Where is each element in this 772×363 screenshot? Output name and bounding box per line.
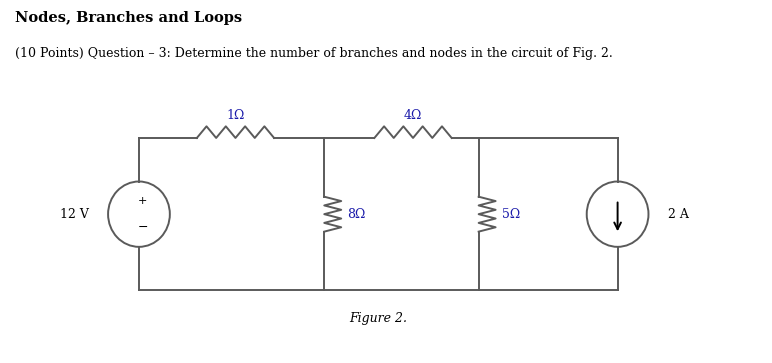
Text: −: − <box>137 221 148 234</box>
Text: 1Ω: 1Ω <box>226 109 245 122</box>
Text: +: + <box>138 196 147 207</box>
Text: 4Ω: 4Ω <box>404 109 422 122</box>
Text: Nodes, Branches and Loops: Nodes, Branches and Loops <box>15 11 242 25</box>
Text: Figure 2.: Figure 2. <box>349 312 408 325</box>
Text: 8Ω: 8Ω <box>347 208 366 221</box>
Text: 5Ω: 5Ω <box>502 208 520 221</box>
Text: (10 Points) Question – 3: Determine the number of branches and nodes in the circ: (10 Points) Question – 3: Determine the … <box>15 47 613 60</box>
Text: 12 V: 12 V <box>60 208 89 221</box>
Text: 2 A: 2 A <box>668 208 689 221</box>
